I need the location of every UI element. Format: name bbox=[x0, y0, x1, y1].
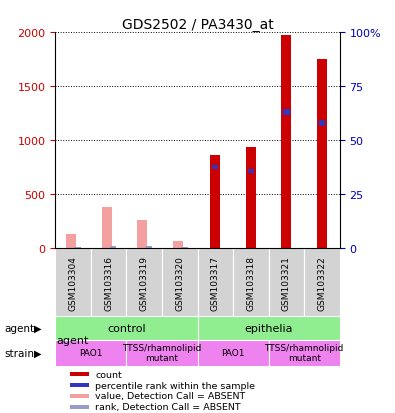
Text: GSM103319: GSM103319 bbox=[140, 255, 149, 310]
Bar bbox=[248, 169, 254, 174]
Bar bbox=[246, 147, 256, 249]
Text: GSM103321: GSM103321 bbox=[282, 255, 291, 310]
Text: ▶: ▶ bbox=[34, 323, 41, 333]
Bar bbox=[102, 208, 112, 249]
Bar bbox=[75, 247, 81, 249]
Bar bbox=[55, 249, 91, 316]
Bar bbox=[110, 246, 117, 249]
Text: rank, Detection Call = ABSENT: rank, Detection Call = ABSENT bbox=[95, 402, 241, 411]
Bar bbox=[198, 340, 269, 366]
Title: GDS2502 / PA3430_at: GDS2502 / PA3430_at bbox=[122, 18, 273, 32]
Bar bbox=[319, 121, 325, 127]
Bar bbox=[55, 340, 126, 366]
Bar bbox=[304, 249, 340, 316]
Bar bbox=[198, 249, 233, 316]
Bar bbox=[233, 249, 269, 316]
Bar bbox=[70, 394, 89, 398]
Text: PAO1: PAO1 bbox=[221, 348, 245, 357]
Bar bbox=[137, 221, 147, 249]
Bar bbox=[269, 340, 340, 366]
Text: TTSS/rhamnolipid
mutant: TTSS/rhamnolipid mutant bbox=[265, 343, 344, 363]
Bar bbox=[181, 248, 188, 249]
Text: ▶: ▶ bbox=[34, 348, 41, 358]
Text: agent: agent bbox=[57, 335, 89, 345]
Text: GSM103318: GSM103318 bbox=[246, 255, 255, 310]
Bar bbox=[283, 109, 290, 116]
Text: strain: strain bbox=[4, 348, 34, 358]
Text: count: count bbox=[95, 370, 122, 379]
Bar bbox=[70, 372, 89, 377]
Bar bbox=[55, 316, 198, 340]
Bar bbox=[146, 247, 152, 249]
Text: TTSS/rhamnolipid
mutant: TTSS/rhamnolipid mutant bbox=[122, 343, 201, 363]
Text: percentile rank within the sample: percentile rank within the sample bbox=[95, 381, 255, 389]
Bar bbox=[212, 166, 218, 170]
Bar bbox=[70, 383, 89, 387]
Text: agent: agent bbox=[4, 323, 34, 333]
Text: control: control bbox=[107, 323, 146, 333]
Bar bbox=[317, 59, 327, 249]
Bar bbox=[91, 249, 126, 316]
Bar bbox=[269, 249, 304, 316]
Text: value, Detection Call = ABSENT: value, Detection Call = ABSENT bbox=[95, 392, 245, 401]
Text: PAO1: PAO1 bbox=[79, 348, 103, 357]
Bar bbox=[173, 242, 183, 249]
Bar bbox=[281, 36, 292, 249]
Bar bbox=[126, 340, 198, 366]
Text: GSM103320: GSM103320 bbox=[175, 255, 184, 310]
Bar bbox=[66, 235, 76, 249]
Text: GSM103317: GSM103317 bbox=[211, 255, 220, 310]
Bar bbox=[198, 316, 340, 340]
Bar bbox=[70, 405, 89, 409]
Bar bbox=[126, 249, 162, 316]
Text: GSM103304: GSM103304 bbox=[69, 255, 77, 310]
Text: GSM103322: GSM103322 bbox=[318, 255, 326, 310]
Bar bbox=[210, 156, 220, 249]
Text: GSM103316: GSM103316 bbox=[104, 255, 113, 310]
Text: epithelia: epithelia bbox=[245, 323, 293, 333]
Bar bbox=[162, 249, 198, 316]
